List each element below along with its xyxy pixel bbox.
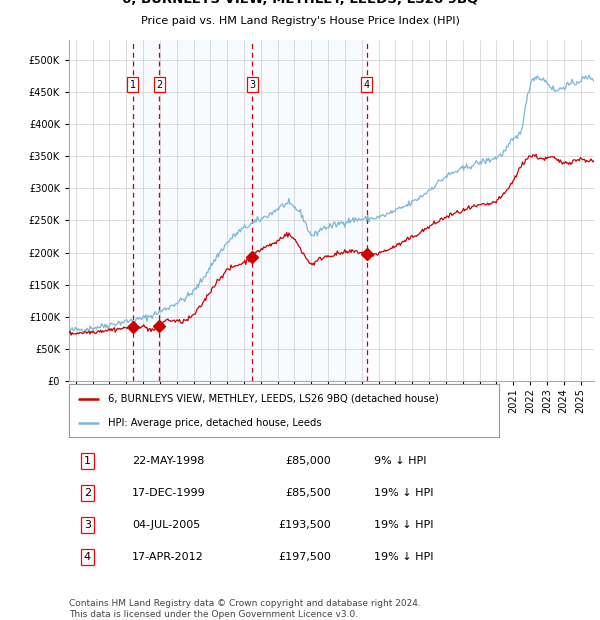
Text: 22-MAY-1998: 22-MAY-1998 <box>132 456 205 466</box>
Text: 2: 2 <box>156 79 163 90</box>
Text: 17-APR-2012: 17-APR-2012 <box>132 552 204 562</box>
Text: 6, BURNLEYS VIEW, METHLEY, LEEDS, LS26 9BQ: 6, BURNLEYS VIEW, METHLEY, LEEDS, LS26 9… <box>122 0 478 6</box>
Text: 19% ↓ HPI: 19% ↓ HPI <box>373 520 433 530</box>
Text: £193,500: £193,500 <box>279 520 331 530</box>
Text: 3: 3 <box>250 79 256 90</box>
Bar <box>133 40 367 381</box>
Text: Price paid vs. HM Land Registry's House Price Index (HPI): Price paid vs. HM Land Registry's House … <box>140 16 460 26</box>
Text: 1: 1 <box>130 79 136 90</box>
Text: 4: 4 <box>364 79 370 90</box>
Text: 19% ↓ HPI: 19% ↓ HPI <box>373 488 433 498</box>
Text: 19% ↓ HPI: 19% ↓ HPI <box>373 552 433 562</box>
Text: 17-DEC-1999: 17-DEC-1999 <box>132 488 206 498</box>
Text: £85,500: £85,500 <box>286 488 331 498</box>
Text: 04-JUL-2005: 04-JUL-2005 <box>132 520 200 530</box>
Text: £85,000: £85,000 <box>286 456 331 466</box>
Text: HPI: Average price, detached house, Leeds: HPI: Average price, detached house, Leed… <box>108 418 322 428</box>
Text: 1: 1 <box>84 456 91 466</box>
Text: 2: 2 <box>84 488 91 498</box>
Text: 4: 4 <box>84 552 91 562</box>
Text: 6, BURNLEYS VIEW, METHLEY, LEEDS, LS26 9BQ (detached house): 6, BURNLEYS VIEW, METHLEY, LEEDS, LS26 9… <box>108 394 439 404</box>
Text: Contains HM Land Registry data © Crown copyright and database right 2024.
This d: Contains HM Land Registry data © Crown c… <box>69 600 421 619</box>
Text: £197,500: £197,500 <box>278 552 331 562</box>
Text: 9% ↓ HPI: 9% ↓ HPI <box>373 456 426 466</box>
Text: 3: 3 <box>84 520 91 530</box>
